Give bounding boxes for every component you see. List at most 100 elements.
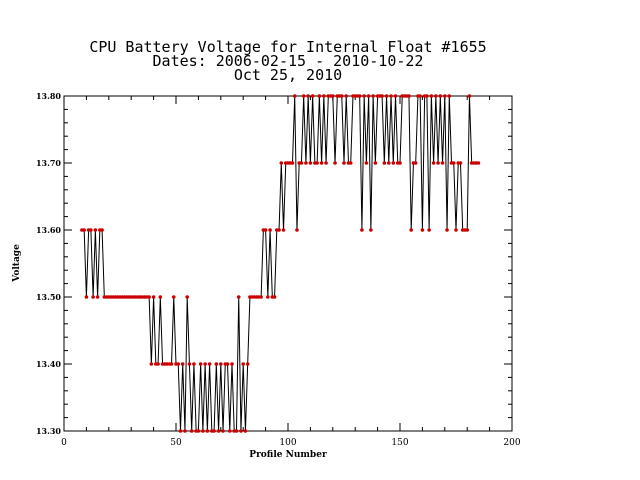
data-point [236, 295, 241, 299]
data-point [431, 161, 436, 165]
data-point [418, 94, 422, 98]
data-point [158, 295, 163, 299]
y-tick-label: 13.70 [36, 158, 61, 168]
data-point [454, 228, 458, 232]
data-point [239, 429, 243, 433]
data-point [290, 161, 295, 165]
data-point [308, 161, 313, 165]
data-point [187, 362, 192, 366]
data-point [93, 228, 98, 232]
data-point [171, 295, 176, 299]
data-point [342, 161, 346, 165]
y-tick-label: 13.80 [36, 91, 61, 101]
y-tick-label: 13.40 [36, 359, 61, 369]
data-point [476, 161, 481, 165]
data-point [344, 94, 349, 98]
data-point [234, 429, 239, 433]
data-point [91, 295, 95, 299]
x-tick-label: 50 [170, 438, 182, 448]
data-point [227, 429, 232, 433]
x-axis-tick-labels: 0 50 100 150 200 [61, 438, 521, 448]
data-point [331, 94, 335, 98]
data-point [266, 295, 270, 299]
data-point [219, 362, 223, 366]
data-point [429, 94, 434, 98]
data-point [225, 362, 230, 366]
data-point [319, 161, 324, 165]
data-point [201, 429, 205, 433]
x-axis-label: Profile Number [249, 450, 327, 460]
data-point [310, 94, 315, 98]
chart-title-line-1: CPU Battery Voltage for Internal Float #… [89, 38, 486, 56]
data-point [259, 295, 263, 299]
data-point [281, 228, 286, 232]
data-point [409, 228, 414, 232]
data-point [192, 362, 196, 366]
data-point [301, 94, 306, 98]
data-point [149, 362, 154, 366]
x-tick-label: 200 [503, 438, 520, 448]
data-point [384, 94, 389, 98]
data-point [183, 429, 187, 433]
data-point [324, 161, 328, 165]
y-axis-tick-labels: 13.30 13.40 13.50 13.60 13.70 13.80 [36, 91, 61, 436]
data-point [427, 228, 431, 232]
data-point [413, 161, 418, 165]
data-point [243, 429, 248, 433]
data-point [268, 228, 272, 232]
data-point [198, 362, 203, 366]
data-point [451, 161, 456, 165]
data-point [407, 94, 411, 98]
x-tick-label: 150 [391, 438, 408, 448]
data-point [438, 94, 443, 98]
data-point [315, 161, 319, 165]
data-point [295, 228, 299, 232]
data-point [382, 161, 387, 165]
data-point [465, 228, 470, 232]
data-point [425, 94, 429, 98]
data-point [89, 228, 93, 232]
data-point [434, 94, 438, 98]
data-point [221, 429, 225, 433]
data-point [357, 94, 362, 98]
x-tick-label: 0 [61, 438, 67, 448]
data-point [196, 429, 201, 433]
data-point [84, 295, 89, 299]
data-point [348, 161, 353, 165]
x-tick-label: 100 [279, 438, 296, 448]
data-point [100, 228, 104, 232]
series-markers-group [80, 94, 481, 433]
y-tick-label: 13.50 [36, 292, 61, 302]
y-tick-label: 13.60 [36, 225, 61, 235]
data-point [203, 362, 207, 366]
data-point [364, 161, 369, 165]
data-point [369, 228, 373, 232]
data-point [436, 161, 440, 165]
y-tick-label: 13.30 [36, 426, 61, 436]
data-point [216, 429, 221, 433]
data-point [212, 429, 216, 433]
data-point [272, 295, 277, 299]
data-point [366, 94, 371, 98]
data-point [360, 228, 364, 232]
data-point [147, 295, 151, 299]
data-point [82, 228, 86, 232]
data-point [373, 161, 378, 165]
data-point [362, 94, 366, 98]
chart-title-line-3: Oct 25, 2010 [234, 66, 342, 84]
data-point [445, 228, 449, 232]
data-point [207, 362, 212, 366]
data-point [458, 161, 463, 165]
data-point [156, 362, 160, 366]
data-point [292, 94, 297, 98]
x-axis-ticks [63, 96, 513, 431]
data-point [189, 429, 194, 433]
data-point [447, 94, 452, 98]
plot-frame [63, 95, 513, 432]
data-point [230, 362, 234, 366]
data-point [398, 161, 402, 165]
data-point [277, 228, 281, 232]
data-point [339, 94, 344, 98]
series-line-group [81, 95, 479, 432]
